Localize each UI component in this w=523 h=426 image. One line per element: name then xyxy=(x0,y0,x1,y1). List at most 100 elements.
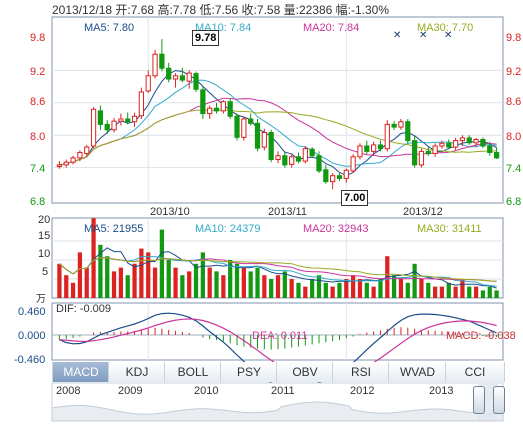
tab-macd[interactable]: MACD xyxy=(52,362,109,382)
tab-boll[interactable]: BOLL xyxy=(164,362,221,382)
candle-body xyxy=(145,75,151,92)
candle-body xyxy=(357,145,363,158)
candle-body xyxy=(425,150,431,155)
candle-body xyxy=(446,142,452,148)
year-2012: 2012 xyxy=(350,385,375,397)
macd-panel-frame xyxy=(51,302,504,361)
volume-bar xyxy=(125,275,130,298)
dif-legend: DIF: -0.009 xyxy=(56,303,112,315)
candle-body xyxy=(282,155,288,166)
candle-body xyxy=(97,110,104,125)
volume-bar xyxy=(296,282,301,298)
price-tick-left-4: 7.4 xyxy=(30,163,46,175)
vol-ma5-legend: MA5: 21955 xyxy=(84,223,144,235)
candle-body xyxy=(90,108,97,147)
price-tick-right-0: 9.8 xyxy=(506,32,522,44)
date-tick-oct: 2013/10 xyxy=(150,206,190,218)
volume-bar xyxy=(351,275,356,298)
volume-bar xyxy=(152,267,158,298)
candle-body xyxy=(200,89,206,115)
candle-body xyxy=(111,120,117,131)
open-value: 7.68 xyxy=(130,3,155,17)
volume-bar xyxy=(180,275,185,298)
min-price-callout: 7.00 xyxy=(341,190,369,206)
volume-bar xyxy=(364,282,369,298)
candle-body xyxy=(384,123,390,150)
volume-bar xyxy=(282,271,287,298)
macd-legend: MACD: -0.038 xyxy=(446,330,516,342)
high-label: 高: xyxy=(157,3,173,17)
volume-bar xyxy=(98,244,103,298)
candle-body xyxy=(275,155,281,161)
volume-bar xyxy=(193,263,199,298)
volume-bar xyxy=(173,267,178,298)
ma30-line xyxy=(59,109,497,166)
volume-bar xyxy=(419,279,424,298)
price-tick-right-3: 8.0 xyxy=(506,131,522,143)
volume-value: 22386 xyxy=(298,3,333,17)
volume-bar xyxy=(473,286,479,298)
event-marker-icon[interactable]: ✕ xyxy=(419,30,428,41)
price-panel-frame xyxy=(51,16,504,204)
price-tick-left-1: 9.2 xyxy=(30,66,46,78)
candle-body xyxy=(63,161,69,166)
macd-tick-bottom: -0.460 xyxy=(14,354,46,366)
candle-body xyxy=(411,140,418,166)
tab-obv[interactable]: OBV xyxy=(276,362,333,382)
year-2008: 2008 xyxy=(56,385,81,397)
candle-body xyxy=(323,169,329,183)
volume-bar xyxy=(289,279,294,298)
volume-bar xyxy=(84,267,89,298)
volume-bar xyxy=(467,286,472,298)
candle-body xyxy=(316,155,322,172)
event-marker-icon[interactable]: ✕ xyxy=(393,30,402,41)
candle-body xyxy=(459,137,466,142)
vol-tick-10: 10 xyxy=(38,248,51,260)
timeline-handle-right[interactable] xyxy=(493,386,505,414)
volume-bar xyxy=(57,263,62,298)
tab-rsi[interactable]: RSI xyxy=(332,362,389,382)
candle-body xyxy=(371,144,377,152)
volume-bar xyxy=(439,286,445,298)
candle-body xyxy=(166,67,172,80)
volume-bar xyxy=(405,282,410,298)
tab-psy[interactable]: PSY xyxy=(220,362,277,382)
volume-bar xyxy=(64,275,69,298)
volume-ma30-line xyxy=(59,257,497,282)
volume-label: 量: xyxy=(283,3,299,17)
volume-bar xyxy=(255,267,260,298)
volume-bar xyxy=(446,282,451,298)
price-tick-left-5: 6.8 xyxy=(30,196,46,208)
candle-body xyxy=(398,121,404,128)
date-tick-nov: 2013/11 xyxy=(268,206,307,218)
candle-body xyxy=(439,142,445,147)
volume-bar xyxy=(228,260,233,298)
event-marker-icon[interactable]: ✕ xyxy=(444,30,453,41)
candle-body xyxy=(241,118,247,138)
year-2010: 2010 xyxy=(194,385,219,397)
tab-kdj[interactable]: KDJ xyxy=(108,362,165,382)
timeline-handle-left[interactable] xyxy=(473,386,485,414)
date-tick-dec: 2013/12 xyxy=(403,206,443,218)
ma10-line xyxy=(59,79,497,167)
year-2009: 2009 xyxy=(118,385,143,397)
candle-body xyxy=(466,137,472,144)
candle-body xyxy=(268,132,274,160)
tab-cci[interactable]: CCI xyxy=(445,362,505,382)
volume-bar xyxy=(166,260,171,298)
volume-bar xyxy=(357,279,363,298)
volume-bar xyxy=(460,279,465,298)
volume-bar xyxy=(487,286,492,298)
price-tick-left-3: 8.0 xyxy=(30,131,46,143)
tab-wvad[interactable]: WVAD xyxy=(388,362,446,382)
volume-bar xyxy=(316,275,322,298)
candle-body xyxy=(234,115,240,138)
candle-body xyxy=(193,73,199,90)
candle-body xyxy=(118,118,124,122)
volume-bar xyxy=(70,282,76,298)
candle-body xyxy=(104,123,110,131)
candle-body xyxy=(391,123,397,128)
candle-body xyxy=(350,156,356,172)
volume-bar xyxy=(426,282,431,298)
volume-bar xyxy=(432,286,438,298)
